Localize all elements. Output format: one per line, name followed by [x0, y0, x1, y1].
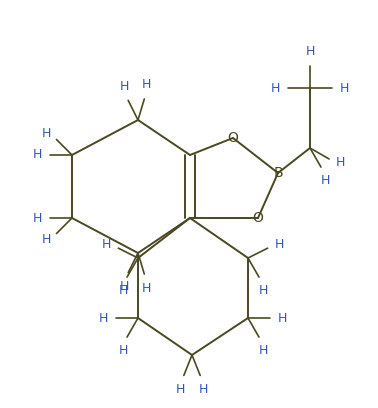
Text: H: H	[275, 238, 284, 251]
Text: H: H	[258, 344, 268, 357]
Text: B: B	[273, 166, 283, 180]
Text: H: H	[42, 127, 51, 140]
Text: H: H	[305, 45, 315, 58]
Text: H: H	[176, 383, 186, 396]
Text: H: H	[258, 284, 268, 297]
Text: H: H	[120, 280, 129, 293]
Text: H: H	[336, 156, 345, 169]
Text: H: H	[142, 282, 151, 295]
Text: H: H	[42, 233, 51, 246]
Text: H: H	[278, 311, 287, 324]
Text: H: H	[320, 174, 330, 187]
Text: H: H	[102, 238, 111, 251]
Text: H: H	[142, 78, 151, 91]
Text: H: H	[33, 211, 42, 224]
Text: H: H	[271, 82, 280, 95]
Text: H: H	[198, 383, 208, 396]
Text: H: H	[99, 311, 108, 324]
Text: H: H	[33, 149, 42, 162]
Text: H: H	[118, 344, 128, 357]
Text: O: O	[253, 211, 263, 225]
Text: H: H	[118, 284, 128, 297]
Text: H: H	[120, 80, 129, 93]
Text: H: H	[340, 82, 349, 95]
Text: O: O	[228, 131, 239, 145]
